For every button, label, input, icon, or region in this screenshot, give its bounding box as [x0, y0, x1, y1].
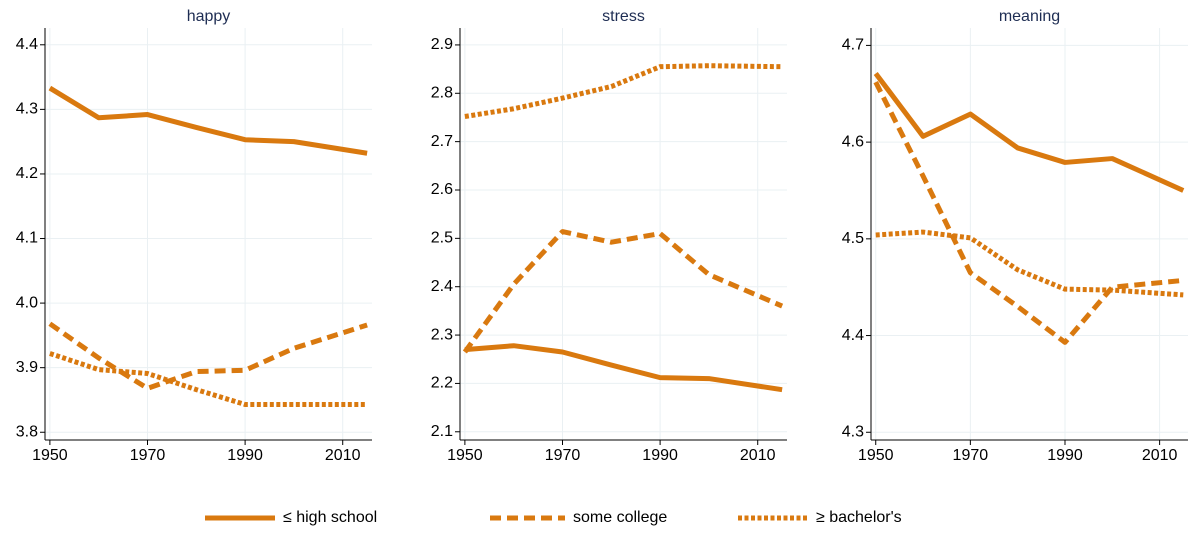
y-tick-label: 4.6	[842, 133, 864, 150]
x-tick-label: 1950	[858, 447, 894, 464]
panel-title: meaning	[999, 8, 1060, 25]
line-series	[48, 321, 368, 391]
y-tick-label: 4.0	[16, 294, 38, 311]
y-tick-label: 2.9	[431, 36, 453, 53]
y-tick-label: 2.7	[431, 133, 453, 150]
x-tick-label: 2010	[1142, 447, 1178, 464]
y-tick-label: 3.9	[16, 359, 38, 376]
legend-label: ≥ bachelor's	[816, 509, 902, 526]
y-tick-label: 4.7	[842, 37, 864, 54]
panel-title: happy	[187, 8, 231, 25]
x-tick-label: 1950	[32, 447, 68, 464]
y-tick-label: 2.4	[431, 278, 453, 295]
line-series	[873, 81, 1184, 345]
y-tick-label: 2.6	[431, 181, 453, 198]
line-series	[48, 85, 368, 156]
y-tick-label: 2.5	[431, 230, 453, 247]
x-tick-label: 1970	[130, 447, 166, 464]
legend-label: some college	[573, 509, 667, 526]
y-tick-label: 2.2	[431, 375, 453, 392]
y-tick-label: 4.3	[842, 423, 864, 440]
y-tick-label: 4.3	[16, 101, 38, 118]
x-tick-label: 1990	[227, 447, 263, 464]
line-series	[875, 229, 1184, 298]
panel-title: stress	[602, 8, 645, 25]
x-tick-label: 1990	[1047, 447, 1083, 464]
line-series	[464, 343, 783, 393]
y-tick-label: 2.3	[431, 326, 453, 343]
x-tick-label: 2010	[325, 447, 361, 464]
line-series	[464, 63, 783, 119]
y-tick-label: 4.5	[842, 230, 864, 247]
x-tick-label: 1970	[953, 447, 989, 464]
legend-label: ≤ high school	[283, 509, 377, 526]
x-tick-label: 2010	[740, 447, 776, 464]
y-tick-label: 2.1	[431, 423, 453, 440]
line-series	[873, 71, 1185, 193]
y-tick-label: 4.1	[16, 230, 38, 247]
y-tick-label: 4.4	[16, 36, 38, 53]
y-tick-label: 2.8	[431, 85, 453, 102]
x-tick-label: 1970	[545, 447, 581, 464]
y-tick-label: 4.2	[16, 165, 38, 182]
line-series	[49, 351, 368, 407]
x-tick-label: 1990	[642, 447, 678, 464]
x-tick-label: 1950	[447, 447, 483, 464]
y-tick-label: 3.8	[16, 423, 38, 440]
y-tick-label: 4.4	[842, 327, 864, 344]
line-series	[462, 229, 784, 354]
